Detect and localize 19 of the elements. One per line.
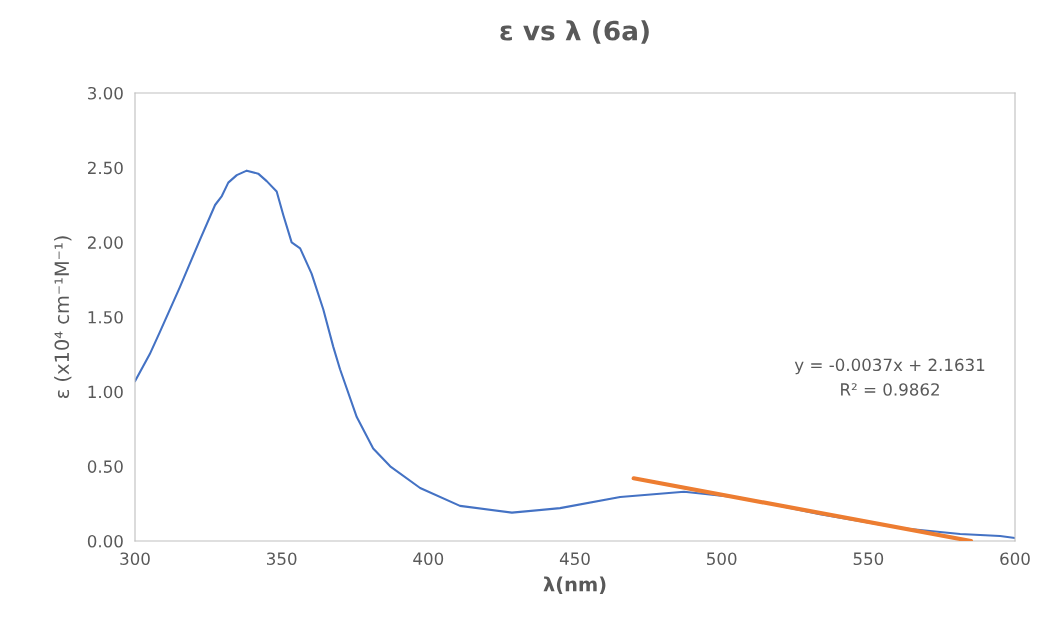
y-axis-title: ε (x10⁴ cm⁻¹M⁻¹)	[54, 236, 72, 399]
y-tick-label: 2.00	[88, 236, 123, 249]
y-tick-label: 1.50	[88, 310, 123, 324]
chart-title: ε vs λ (6a)	[500, 20, 649, 44]
x-tick-label: 600	[1000, 552, 1030, 566]
x-tick-label: 500	[707, 552, 737, 566]
y-tick-label: 0.00	[87, 534, 123, 548]
x-tick-label: 350	[267, 552, 297, 566]
y-tick-label: 0.50	[87, 460, 123, 473]
x-tick-label: 450	[559, 552, 590, 566]
x-tick-label: 400	[413, 552, 444, 566]
y-tick-label: 2.50	[88, 161, 123, 175]
x-axis-title: λ(nm)	[543, 576, 606, 594]
y-tick-label: 1.00	[88, 385, 123, 399]
x-tick-label: 300	[120, 552, 150, 566]
annotation: y = -0.0037x + 2.1631	[794, 358, 985, 375]
y-tick-label: 3.00	[88, 86, 123, 100]
x-tick-label: 550	[853, 552, 884, 566]
annotation: R² = 0.9862	[841, 383, 939, 396]
